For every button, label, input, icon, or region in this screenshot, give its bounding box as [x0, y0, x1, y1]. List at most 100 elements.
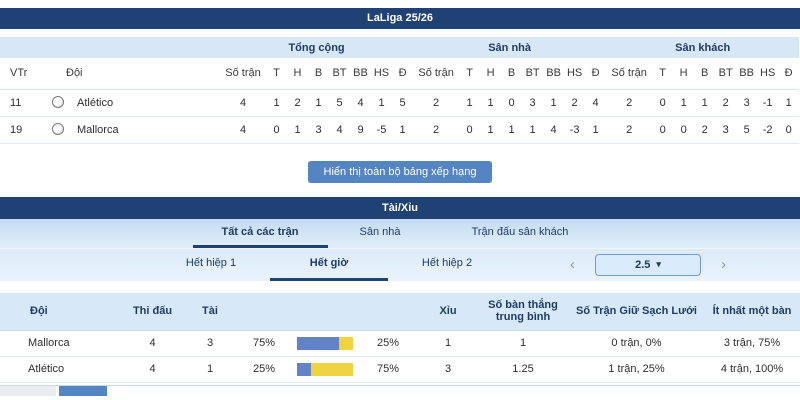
over-under-table: Đội Thi đấu Tài Xỉu Số bàn thắng trung b…: [0, 292, 800, 383]
stat-cell: 3: [308, 116, 329, 144]
under-pct-cell: 25%: [376, 337, 400, 349]
over-bar-segment: [297, 336, 339, 350]
next-section-fragment: [0, 385, 56, 396]
stat-cell: 0: [459, 116, 481, 144]
stat-cell: 1: [673, 89, 695, 117]
tab-all-matches[interactable]: Tất cả các trận: [192, 219, 328, 248]
clean-sheets-cell: 0 trận, 0%: [611, 337, 662, 349]
stat-cell: 1: [266, 89, 287, 117]
stat-col-header: Đ: [392, 58, 414, 90]
over-pct-cell: 25%: [252, 363, 276, 375]
stat-cell: 3: [522, 89, 544, 117]
stat-cell: 2: [564, 89, 586, 117]
team-name[interactable]: Mallorca: [28, 337, 70, 349]
over-count-cell: 3: [206, 337, 214, 349]
line-prev-arrow-icon[interactable]: ‹: [570, 256, 575, 273]
rank-cell: 19: [0, 116, 38, 144]
table-row[interactable]: 11 Atlético 4 1 2 1 5 4 1 5 2 1 1 0 3 1 …: [0, 89, 800, 117]
stat-cell: 4: [543, 116, 565, 144]
stat-col-header: Đ: [585, 58, 607, 90]
stat-col-header: BT: [522, 58, 544, 90]
over-under-title-bar: Tài/Xỉu: [0, 196, 800, 219]
matches-cell: 2: [606, 116, 653, 144]
team-name[interactable]: Mallorca: [77, 124, 119, 136]
stat-cell: 0: [673, 116, 695, 144]
scope-tabs: Tất cả các trận Sân nhà Trận đấu sân khá…: [0, 218, 800, 248]
ou-empty-header: [293, 309, 357, 313]
stat-cell: 5: [392, 89, 414, 117]
played-cell: 4: [149, 337, 156, 349]
ou-under-header: Xỉu: [439, 305, 457, 317]
line-next-arrow-icon[interactable]: ›: [721, 256, 726, 273]
ou-at-least-one-goal-header: Ít nhất một bàn: [712, 305, 792, 317]
team-cell[interactable]: Mallorca: [38, 116, 220, 144]
stat-col-header: H: [480, 58, 502, 90]
stat-cell: 2: [287, 89, 308, 117]
goal-line-dropdown[interactable]: 2.5 ▾: [595, 253, 701, 276]
under-count-cell: 1: [444, 337, 452, 349]
stat-col-header: BT: [715, 58, 737, 90]
stat-cell: 5: [736, 116, 758, 144]
stat-cell: 0: [652, 116, 674, 144]
matches-col-header: Số trận: [220, 58, 266, 90]
stat-cell: 1: [392, 116, 414, 144]
at-least-one-goal-cell: 4 trận, 100%: [720, 363, 784, 375]
stat-col-header: T: [652, 58, 674, 90]
ou-empty-header: [235, 309, 293, 313]
stat-cell: 1: [459, 89, 481, 117]
stat-cell: 3: [736, 89, 758, 117]
stat-col-header: B: [501, 58, 523, 90]
table-row[interactable]: Mallorca 4 3 75% 25% 1 1 0 trận, 0% 3 tr…: [0, 331, 800, 357]
rank-cell: 11: [0, 89, 38, 117]
league-title-bar: LaLiga 25/26: [0, 8, 800, 29]
stat-cell: 2: [694, 116, 716, 144]
under-pct-cell: 75%: [376, 363, 400, 375]
stat-col-header: B: [308, 58, 329, 90]
stat-col-header: T: [266, 58, 287, 90]
next-section-fragment: [59, 385, 107, 396]
stat-cell: 4: [350, 89, 371, 117]
team-name[interactable]: Atlético: [77, 97, 114, 109]
stat-cell: 0: [778, 116, 800, 144]
stat-cell: 0: [652, 89, 674, 117]
ou-empty-header: [357, 309, 419, 313]
tab-full-time[interactable]: Hết giờ: [270, 249, 388, 281]
stat-col-header: BB: [543, 58, 565, 90]
tab-end-first-half[interactable]: Hết hiệp 1: [185, 257, 237, 269]
stat-col-header: Đ: [778, 58, 800, 90]
column-header-row: VTr Đội Số trận T H B BT BB HS Đ Số trận…: [0, 58, 800, 90]
stat-cell: -3: [564, 116, 586, 144]
ou-over-header: Tài: [202, 305, 218, 317]
stat-cell: 1: [480, 116, 502, 144]
table-row[interactable]: Atlético 4 1 25% 75% 3 1.25 1 trận, 25% …: [0, 357, 800, 383]
show-full-standings-button[interactable]: Hiển thị toàn bộ bảng xếp hạng: [307, 160, 493, 183]
tab-away-matches[interactable]: Trận đấu sân khách: [471, 225, 569, 238]
clean-sheets-cell: 1 trận, 25%: [608, 363, 665, 375]
stat-cell: 1: [308, 89, 329, 117]
matches-cell: 2: [606, 89, 653, 117]
team-cell[interactable]: Atlético: [38, 89, 220, 117]
stat-col-header: B: [694, 58, 716, 90]
team-name[interactable]: Atlético: [28, 363, 65, 375]
group-header-away: Sân khách: [606, 37, 800, 58]
under-bar-segment: [311, 362, 353, 376]
tab-home[interactable]: Sân nhà: [359, 225, 401, 238]
over-under-header-row: Đội Thi đấu Tài Xỉu Số bàn thắng trung b…: [0, 292, 800, 331]
stat-cell: 1: [522, 116, 544, 144]
stat-cell: 0: [501, 89, 523, 117]
table-row[interactable]: 19 Mallorca 4 0 1 3 4 9 -5 1 2 0 1 1 1 4…: [0, 116, 800, 144]
stat-col-header: T: [459, 58, 481, 90]
stat-cell: 1: [287, 116, 308, 144]
stat-cell: 1: [501, 116, 523, 144]
over-count-cell: 1: [206, 363, 214, 375]
matches-col-header: Số trận: [413, 58, 460, 90]
stat-cell: 1: [480, 89, 502, 117]
league-table: Tổng cộng Sân nhà Sân khách VTr Đội Số t…: [0, 37, 800, 144]
tab-end-second-half[interactable]: Hết hiệp 2: [421, 257, 473, 269]
matches-cell: 2: [413, 89, 460, 117]
ou-avg-goals-header: Số bàn thắng trung bình: [488, 299, 558, 323]
stat-cell: 2: [715, 89, 737, 117]
spacer: [0, 29, 800, 37]
stat-cell: 1: [694, 89, 716, 117]
stat-cell: 1: [371, 89, 392, 117]
